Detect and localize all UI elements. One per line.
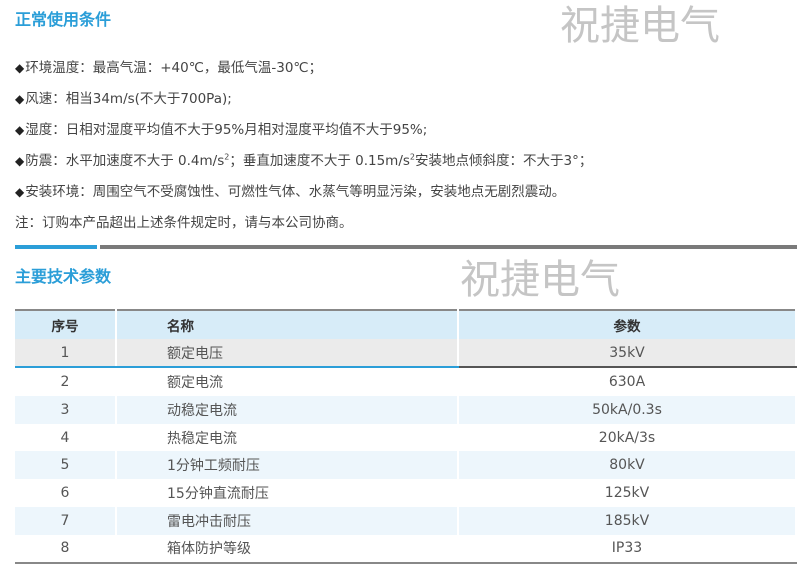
column-header-index: 序号 <box>15 309 117 339</box>
cell-name: 热稳定电流 <box>116 423 459 452</box>
cell-index: 5 <box>15 451 117 480</box>
condition-text: ；垂直加速度不大于 0.15m/s <box>229 153 410 169</box>
table-header-row: 序号 名称 参数 <box>15 309 797 339</box>
cell-name: 箱体防护等级 <box>116 534 459 564</box>
cell-index: 6 <box>15 479 117 507</box>
table-row: 8 箱体防护等级 IP33 <box>15 534 797 564</box>
cell-name: 1分钟工频耐压 <box>116 451 459 480</box>
cell-value: 50kA/0.3s <box>458 396 797 424</box>
table-row: 2 额定电流 630A <box>15 367 797 397</box>
cell-index: 4 <box>15 423 117 452</box>
condition-text: 湿度：日相对湿度平均值不大于95%月相对湿度平均值不大于95%; <box>25 122 428 138</box>
condition-text: 安装地点倾斜度：不大于3°； <box>415 153 593 169</box>
condition-seismic: ◆防震：水平加速度不大于 0.4m/s2；垂直加速度不大于 0.15m/s2安装… <box>15 149 593 170</box>
table-row: 5 1分钟工频耐压 80kV <box>15 451 797 480</box>
condition-humidity: ◆湿度：日相对湿度平均值不大于95%月相对湿度平均值不大于95%; <box>15 118 427 138</box>
cell-name: 15分钟直流耐压 <box>116 479 459 507</box>
column-header-value: 参数 <box>458 309 797 339</box>
condition-installation: ◆安装环境：周围空气不受腐蚀性、可燃性气体、水蒸气等明显污染，安装地点无剧烈震动… <box>15 180 565 200</box>
condition-wind: ◆风速：相当34m/s(不大于700Pa); <box>15 87 232 107</box>
cell-index: 3 <box>15 396 117 424</box>
condition-text: 安装环境：周围空气不受腐蚀性、可燃性气体、水蒸气等明显污染，安装地点无剧烈震动。 <box>25 184 566 200</box>
condition-temperature: ◆环境温度：最高气温：+40℃，最低气温-30℃； <box>15 56 322 76</box>
params-table: 序号 名称 参数 1 额定电压 35kV 2 额定电流 630A 3 动稳定电流 50kA/0.… <box>15 309 797 564</box>
diamond-bullet-icon: ◆ <box>15 61 25 75</box>
watermark: 祝捷电气 <box>560 3 720 49</box>
cell-value: 80kV <box>458 451 797 480</box>
condition-text: 防震：水平加速度不大于 0.4m/s <box>25 153 225 169</box>
cell-name: 动稳定电流 <box>116 396 459 424</box>
cell-value: 125kV <box>458 479 797 507</box>
table-row: 3 动稳定电流 50kA/0.3s <box>15 396 797 424</box>
cell-name: 额定电压 <box>116 338 459 369</box>
diamond-bullet-icon: ◆ <box>15 123 25 137</box>
cell-value: IP33 <box>458 534 797 564</box>
watermark: 祝捷电气 <box>460 257 620 303</box>
table-row: 7 雷电冲击耐压 185kV <box>15 506 797 535</box>
condition-text: 环境温度：最高气温：+40℃，最低气温-30℃； <box>25 60 323 76</box>
diamond-bullet-icon: ◆ <box>15 185 25 199</box>
cell-index: 8 <box>15 534 117 564</box>
cell-value: 35kV <box>458 338 797 369</box>
condition-text: 风速：相当34m/s(不大于700Pa); <box>25 91 232 107</box>
table-row: 6 15分钟直流耐压 125kV <box>15 479 797 507</box>
superscript: 2 <box>409 152 416 162</box>
cell-value: 20kA/3s <box>458 423 797 452</box>
divider <box>100 245 797 249</box>
cell-name: 雷电冲击耐压 <box>116 506 459 535</box>
superscript: 2 <box>224 152 230 162</box>
diamond-bullet-icon: ◆ <box>15 154 25 168</box>
column-header-name: 名称 <box>116 309 459 339</box>
table-row: 4 热稳定电流 20kA/3s <box>15 423 797 452</box>
cell-index: 2 <box>15 367 117 397</box>
cell-index: 1 <box>15 338 117 369</box>
cell-index: 7 <box>15 506 117 535</box>
table-row: 1 额定电压 35kV <box>15 338 797 369</box>
section-title-conditions: 正常使用条件 <box>15 10 112 29</box>
note: 注：订购本产品超出上述条件规定时，请与本公司协商。 <box>15 215 353 231</box>
cell-value: 630A <box>458 367 797 397</box>
divider-accent <box>15 245 97 249</box>
cell-value: 185kV <box>458 506 797 535</box>
cell-name: 额定电流 <box>116 367 459 397</box>
diamond-bullet-icon: ◆ <box>15 92 25 106</box>
section-title-params: 主要技术参数 <box>15 267 112 286</box>
